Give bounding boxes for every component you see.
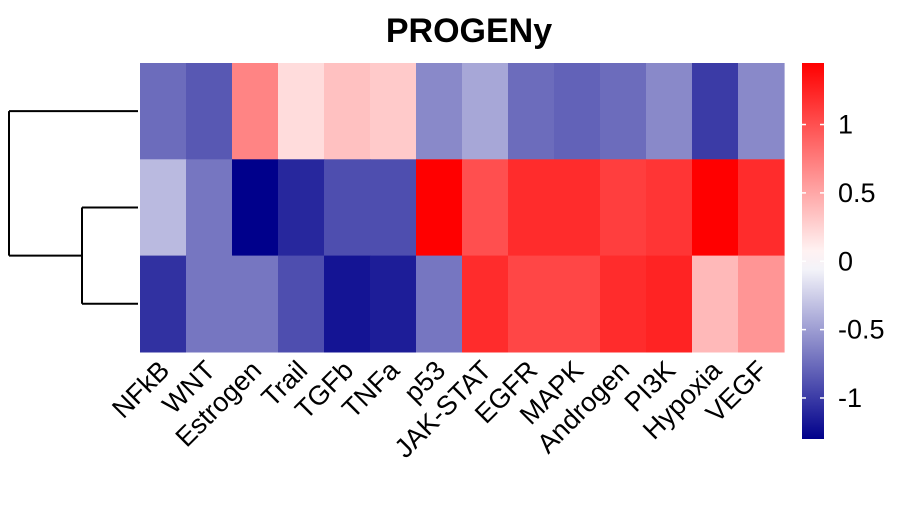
heatmap-cell-r2-egfr xyxy=(508,159,555,257)
heatmap-cell-r3-androgen xyxy=(600,255,647,353)
heatmap-cell-r3-estrogen xyxy=(232,255,279,353)
heatmap-cell-r1-mapk xyxy=(554,63,601,160)
heatmap-cell-r3-jak-stat xyxy=(462,255,509,353)
heatmap-cell-r3-mapk xyxy=(554,255,601,353)
heatmap-cell-r2-trail xyxy=(278,159,325,257)
heatmap-cell-r1-hypoxia xyxy=(692,63,739,160)
heatmap-cell-r1-jak-stat xyxy=(462,63,509,160)
heatmap-cell-r2-jak-stat xyxy=(462,159,509,257)
heatmap-cell-r2-nfkb xyxy=(140,159,187,257)
column-labels: NFkBWNTEstrogenTrailTGFbTNFap53JAK-STATE… xyxy=(106,354,773,463)
heatmap-cell-r1-tgfb xyxy=(324,63,371,160)
heatmap-cell-r2-tgfb xyxy=(324,159,371,257)
heatmap-cell-r3-tnfa xyxy=(370,255,417,353)
heatmap-cell-r3-p53 xyxy=(416,255,463,353)
heatmap-cell-r2-wnt xyxy=(186,159,233,257)
chart-title: PROGENy xyxy=(386,12,552,50)
heatmap-cell-r3-trail xyxy=(278,255,325,353)
colorbar-tick-label: 0 xyxy=(838,246,853,276)
colorbar-tick-label: 0.5 xyxy=(838,178,876,208)
heatmap-cell-r1-androgen xyxy=(600,63,647,160)
heatmap-cell-r2-pi3k xyxy=(646,159,693,257)
row-dendrogram xyxy=(8,110,138,305)
heatmap-cell-r3-pi3k xyxy=(646,255,693,353)
heatmap-cell-r2-androgen xyxy=(600,159,647,257)
heatmap-cell-r1-p53 xyxy=(416,63,463,160)
heatmap-cell-r3-nfkb xyxy=(140,255,187,353)
heatmap-cell-r3-vegf xyxy=(738,255,785,353)
heatmap-cell-r3-tgfb xyxy=(324,255,371,353)
heatmap-cell-r1-nfkb xyxy=(140,63,187,160)
heatmap-cell-r1-pi3k xyxy=(646,63,693,160)
heatmap-cell-r1-estrogen xyxy=(232,63,279,160)
heatmap-cells xyxy=(140,63,785,353)
heatmap-cell-r1-vegf xyxy=(738,63,785,160)
colorbar-tick-label: -1 xyxy=(838,383,862,413)
colorbar-gradient xyxy=(802,63,824,439)
colorbar: 1 0.5 0 -0.5 -1 xyxy=(802,63,885,439)
heatmap-cell-r2-hypoxia xyxy=(692,159,739,257)
colorbar-tick-label: 1 xyxy=(838,110,853,140)
heatmap-cell-r1-egfr xyxy=(508,63,555,160)
heatmap-cell-r3-hypoxia xyxy=(692,255,739,353)
heatmap-cell-r3-wnt xyxy=(186,255,233,353)
heatmap-cell-r1-trail xyxy=(278,63,325,160)
heatmap-cell-r3-egfr xyxy=(508,255,555,353)
heatmap-cell-r2-estrogen xyxy=(232,159,279,257)
colorbar-tick-label: -0.5 xyxy=(838,315,885,345)
heatmap-cell-r2-mapk xyxy=(554,159,601,257)
heatmap-cell-r1-tnfa xyxy=(370,63,417,160)
heatmap-cell-r2-tnfa xyxy=(370,159,417,257)
heatmap-cell-r2-p53 xyxy=(416,159,463,257)
heatmap-cell-r2-vegf xyxy=(738,159,785,257)
heatmap-cell-r1-wnt xyxy=(186,63,233,160)
